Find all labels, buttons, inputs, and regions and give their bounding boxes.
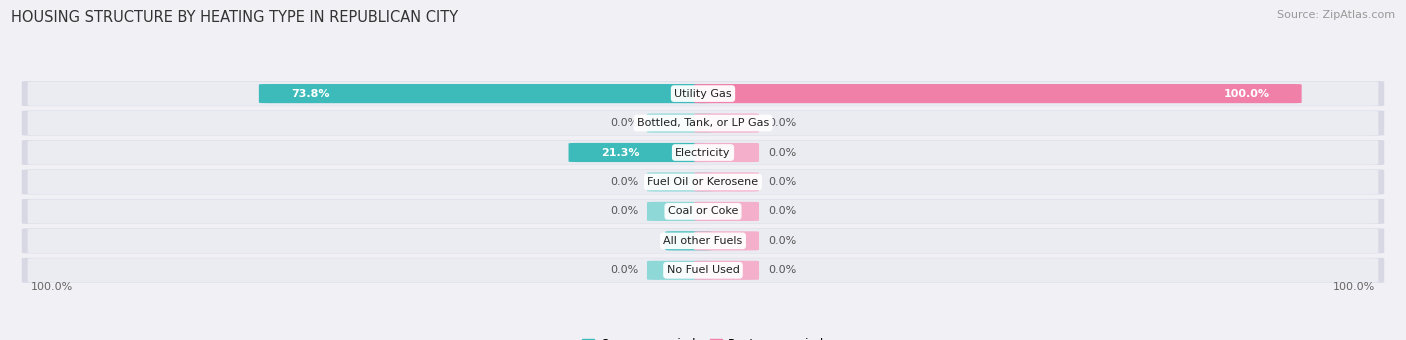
Text: 0.0%: 0.0% [610,177,638,187]
FancyBboxPatch shape [28,258,1378,283]
Text: Fuel Oil or Kerosene: Fuel Oil or Kerosene [647,177,759,187]
Text: 0.0%: 0.0% [610,265,638,275]
Text: 0.0%: 0.0% [768,236,796,246]
Text: Coal or Coke: Coal or Coke [668,206,738,216]
FancyBboxPatch shape [665,231,711,251]
FancyBboxPatch shape [21,199,1385,224]
FancyBboxPatch shape [28,111,1378,135]
FancyBboxPatch shape [28,140,1378,165]
Text: 4.9%: 4.9% [697,236,728,246]
Text: No Fuel Used: No Fuel Used [666,265,740,275]
Text: 0.0%: 0.0% [768,118,796,128]
Text: 0.0%: 0.0% [768,148,796,157]
FancyBboxPatch shape [568,143,711,162]
FancyBboxPatch shape [21,169,1385,194]
FancyBboxPatch shape [695,172,759,191]
Text: 0.0%: 0.0% [610,118,638,128]
FancyBboxPatch shape [28,229,1378,253]
Text: 73.8%: 73.8% [291,89,330,99]
FancyBboxPatch shape [21,228,1385,253]
FancyBboxPatch shape [21,140,1385,165]
Text: All other Fuels: All other Fuels [664,236,742,246]
FancyBboxPatch shape [647,261,711,280]
FancyBboxPatch shape [695,114,759,133]
Text: HOUSING STRUCTURE BY HEATING TYPE IN REPUBLICAN CITY: HOUSING STRUCTURE BY HEATING TYPE IN REP… [11,10,458,25]
Text: 0.0%: 0.0% [768,177,796,187]
FancyBboxPatch shape [21,110,1385,136]
FancyBboxPatch shape [695,84,1302,103]
Text: Source: ZipAtlas.com: Source: ZipAtlas.com [1277,10,1395,20]
FancyBboxPatch shape [21,258,1385,283]
FancyBboxPatch shape [28,170,1378,194]
FancyBboxPatch shape [28,82,1378,106]
Text: 100.0%: 100.0% [31,283,73,292]
Text: Bottled, Tank, or LP Gas: Bottled, Tank, or LP Gas [637,118,769,128]
Text: 21.3%: 21.3% [600,148,640,157]
Text: 100.0%: 100.0% [1333,283,1375,292]
FancyBboxPatch shape [647,202,711,221]
FancyBboxPatch shape [695,261,759,280]
Text: 0.0%: 0.0% [768,265,796,275]
FancyBboxPatch shape [695,143,759,162]
FancyBboxPatch shape [695,231,759,251]
FancyBboxPatch shape [647,172,711,191]
Text: 0.0%: 0.0% [610,206,638,216]
FancyBboxPatch shape [695,202,759,221]
FancyBboxPatch shape [647,114,711,133]
FancyBboxPatch shape [28,199,1378,224]
FancyBboxPatch shape [21,81,1385,106]
Text: Electricity: Electricity [675,148,731,157]
Text: 0.0%: 0.0% [768,206,796,216]
Legend: Owner-occupied, Renter-occupied: Owner-occupied, Renter-occupied [582,338,824,340]
Text: Utility Gas: Utility Gas [675,89,731,99]
Text: 100.0%: 100.0% [1223,89,1270,99]
FancyBboxPatch shape [259,84,711,103]
